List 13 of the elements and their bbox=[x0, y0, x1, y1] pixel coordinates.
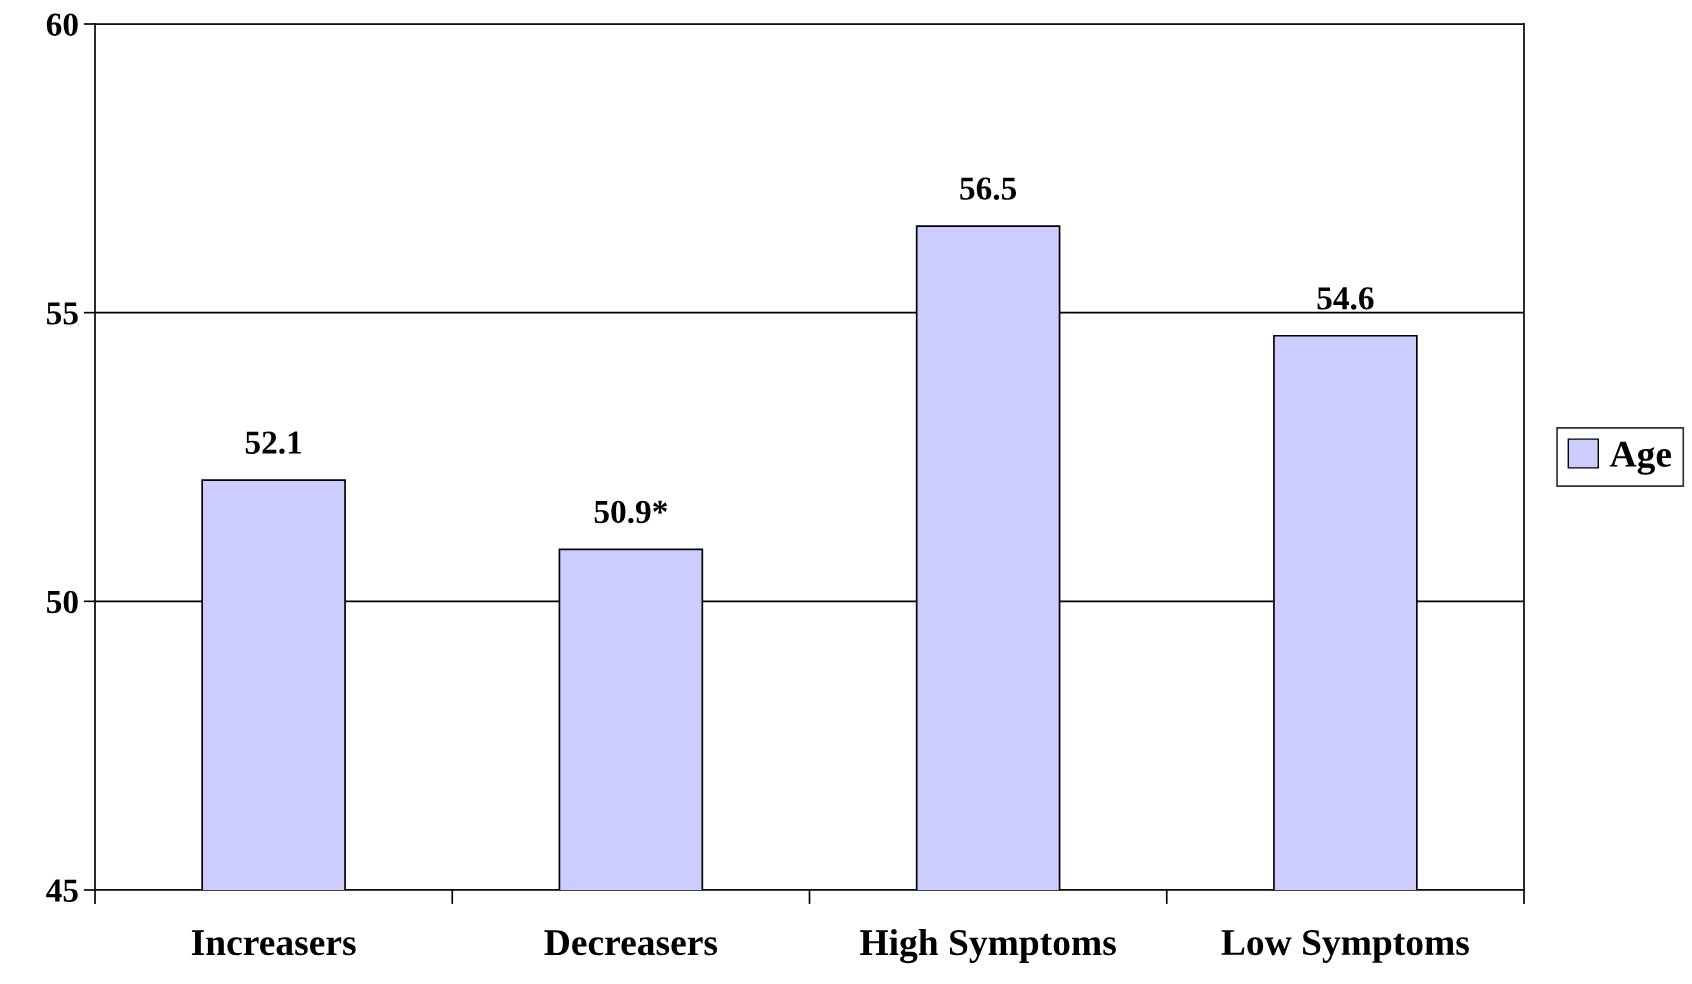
x-tick-label: Decreasers bbox=[544, 930, 718, 956]
legend-label: Age bbox=[1609, 441, 1672, 475]
y-tick-label: 50 bbox=[47, 590, 78, 614]
data-label: 52.1 bbox=[245, 431, 302, 455]
y-tick-label: 45 bbox=[46, 879, 78, 902]
data-label: 54.6 bbox=[1317, 287, 1374, 310]
y-tick-label: 60 bbox=[46, 13, 78, 36]
x-tick-label: Increasers bbox=[191, 930, 356, 956]
data-label: 50.9* bbox=[594, 500, 667, 524]
data-label: 56.5 bbox=[960, 177, 1017, 200]
x-tick-label: Low Symptoms bbox=[1221, 929, 1469, 963]
x-tick-label: High Symptoms bbox=[860, 928, 1116, 964]
y-tick-label: 55 bbox=[47, 302, 78, 325]
